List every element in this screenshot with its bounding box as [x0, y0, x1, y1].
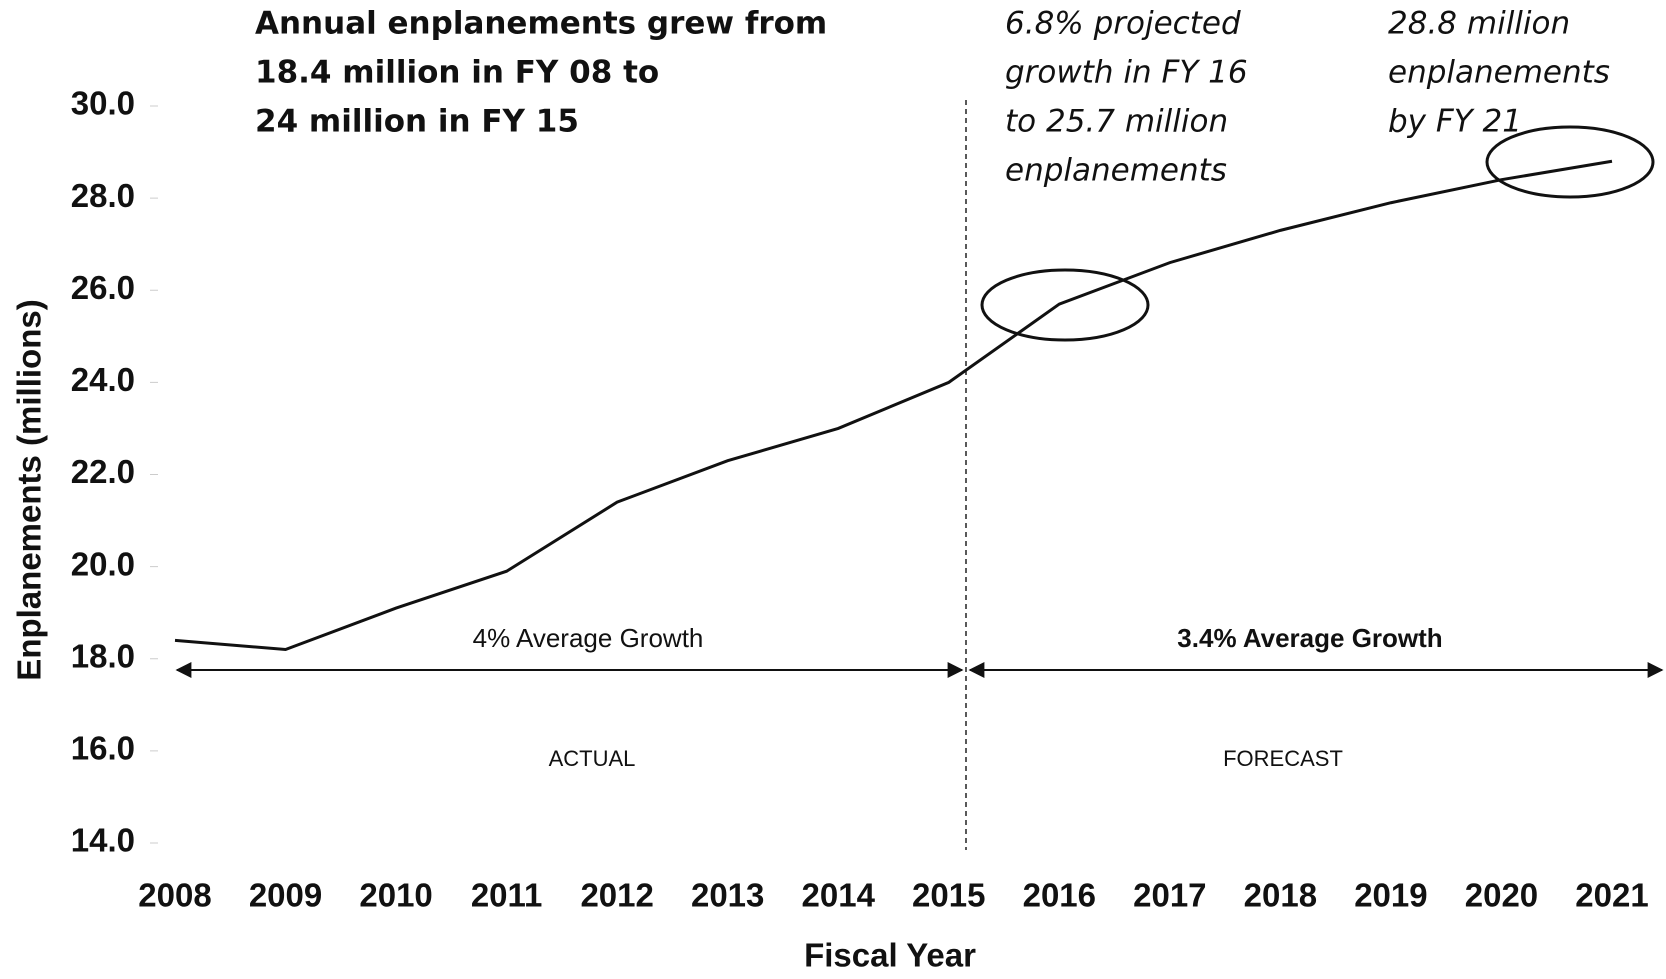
- growth-label: 4% Average Growth: [473, 623, 704, 653]
- x-tick-label: 2009: [249, 877, 322, 914]
- annotation: to 25.7 million: [1005, 104, 1228, 140]
- x-tick-label: 2018: [1244, 877, 1317, 914]
- y-tick-label: 16.0: [71, 730, 135, 767]
- annotation: 18.4 million in FY 08 to: [255, 55, 659, 91]
- period-label: FORECAST: [1223, 746, 1343, 771]
- x-tick-label: 2014: [802, 877, 876, 914]
- annotation: 6.8% projected: [1005, 6, 1241, 42]
- annotation: enplanements: [1005, 153, 1227, 189]
- annotation: by FY 21: [1388, 104, 1522, 140]
- annotation: 28.8 million: [1388, 6, 1570, 42]
- highlight-ellipse: [1485, 125, 1655, 199]
- x-tick-label: 2017: [1133, 877, 1206, 914]
- x-tick-label: 2019: [1354, 877, 1427, 914]
- y-axis-title: Enplanements (millions): [11, 299, 48, 680]
- annotation: 24 million in FY 15: [255, 104, 579, 140]
- y-tick-label: 22.0: [71, 453, 135, 490]
- x-tick-label: 2020: [1465, 877, 1538, 914]
- x-tick-label: 2008: [138, 877, 211, 914]
- x-tick-label: 2015: [912, 877, 985, 914]
- x-axis-title: Fiscal Year: [804, 937, 976, 974]
- x-tick-label: 2012: [580, 877, 653, 914]
- x-tick-label: 2016: [1023, 877, 1096, 914]
- x-tick-label: 2013: [691, 877, 764, 914]
- annotation: growth in FY 16: [1005, 55, 1248, 91]
- period-label: ACTUAL: [549, 746, 636, 771]
- growth-label: 3.4% Average Growth: [1177, 623, 1442, 653]
- y-tick-label: 26.0: [71, 269, 135, 306]
- series-line: [174, 159, 1613, 652]
- x-tick-label: 2010: [359, 877, 432, 914]
- y-tick-label: 20.0: [71, 545, 135, 582]
- y-tick-label: 18.0: [71, 637, 135, 674]
- annotation: enplanements: [1388, 55, 1610, 91]
- y-tick-label: 28.0: [71, 177, 135, 214]
- annotation: Annual enplanements grew from: [255, 6, 827, 42]
- y-tick-label: 30.0: [71, 85, 135, 122]
- y-tick-label: 14.0: [71, 822, 135, 859]
- x-tick-label: 2021: [1575, 877, 1648, 914]
- x-tick-label: 2011: [471, 877, 543, 914]
- y-tick-label: 24.0: [71, 361, 135, 398]
- highlight-ellipse: [980, 268, 1150, 342]
